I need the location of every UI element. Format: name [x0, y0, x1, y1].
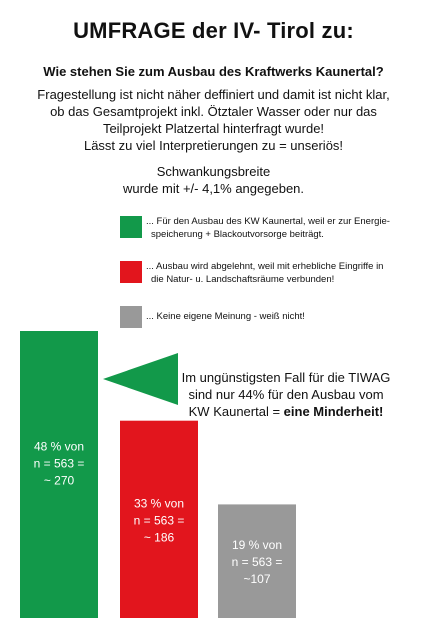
- callout-line: Im ungünstigsten Fall für die TIWAG: [181, 370, 391, 385]
- legend-line: die Natur- u. Landschaftsräume verbunden…: [151, 273, 335, 285]
- bar-reject: [120, 420, 198, 618]
- page-title: UMFRAGE der IV- Tirol zu:: [73, 18, 354, 43]
- bar-reject-label: n = 563 =: [134, 513, 185, 527]
- page-subtitle: Wie stehen Sie zum Ausbau des Kraftwerks…: [43, 64, 384, 79]
- intro-text: Fragestellung ist nicht näher deffiniert…: [0, 86, 427, 154]
- intro-line: Lässt zu viel Interpretierungen zu = uns…: [83, 138, 344, 153]
- callout-arrow: [103, 353, 178, 405]
- legend-text-reject: ... Ausbau wird abgelehnt, weil mit erhe…: [146, 261, 427, 286]
- callout-note: Im ungünstigsten Fall für die TIWAG sind…: [150, 369, 422, 420]
- legend-swatch-reject: [120, 261, 142, 283]
- legend-swatch-support: [120, 216, 142, 238]
- callout-line: KW Kaunertal = eine Minderheit!: [150, 403, 422, 420]
- legend-text-support: ... Für den Ausbau des KW Kaunertal, wei…: [146, 216, 427, 241]
- callout-emphasis: eine Minderheit!: [283, 404, 384, 419]
- legend-line: ... Keine eigene Meinung - weiß nicht!: [146, 311, 305, 322]
- legend-line: ... Für den Ausbau des KW Kaunertal, wei…: [146, 216, 390, 227]
- legend-text-undecided: ... Keine eigene Meinung - weiß nicht!: [146, 311, 427, 324]
- legend-swatch-undecided: [120, 306, 142, 328]
- bar-support-label: ~ 270: [44, 474, 75, 488]
- callout-line: sind nur 44% für den Ausbau vom: [188, 387, 384, 402]
- bar-undecided-label: n = 563 =: [232, 555, 283, 569]
- bar-undecided-label: ~107: [243, 572, 270, 586]
- bar-reject-label: ~ 186: [144, 530, 175, 544]
- bar-undecided: [218, 504, 296, 618]
- margin-note-line: wurde mit +/- 4,1% angegeben.: [122, 181, 305, 196]
- bar-support-label: n = 563 =: [34, 457, 85, 471]
- bar-reject-label: 33 % von: [134, 496, 184, 510]
- intro-line: Fragestellung ist nicht näher deffiniert…: [37, 87, 390, 102]
- error-margin-note: Schwankungsbreite wurde mit +/- 4,1% ang…: [0, 163, 427, 197]
- legend-line: speicherung + Blackoutvorsorge beiträgt.: [151, 228, 324, 240]
- bar-undecided-label: 19 % von: [232, 538, 282, 552]
- callout-text: KW Kaunertal =: [188, 404, 284, 419]
- bar-support-label: 48 % von: [34, 440, 84, 454]
- legend-line: ... Ausbau wird abgelehnt, weil mit erhe…: [146, 261, 384, 272]
- intro-line: ob das Gesamtprojekt inkl. Ötztaler Wass…: [50, 104, 377, 119]
- intro-line: Teilprojekt Platzertal hinterfragt wurde…: [102, 121, 325, 136]
- bar-support: [20, 331, 98, 618]
- margin-note-line: Schwankungsbreite: [156, 164, 271, 179]
